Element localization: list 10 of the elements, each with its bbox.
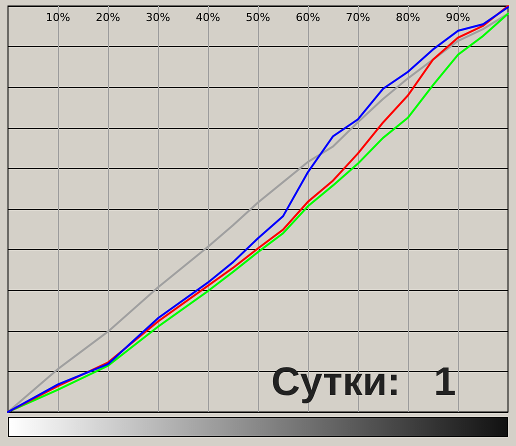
x-tick-label: 30% [146,11,170,24]
x-tick-label: 80% [396,11,420,24]
x-tick-label: 50% [246,11,270,24]
x-tick-label: 20% [96,11,120,24]
x-tick-label: 70% [346,11,370,24]
x-tick-label: 60% [296,11,320,24]
x-tick-label: 90% [446,11,470,24]
x-tick-label: 10% [46,11,70,24]
annotation: Сутки: 1 [271,360,456,405]
x-tick-label: 40% [196,11,220,24]
